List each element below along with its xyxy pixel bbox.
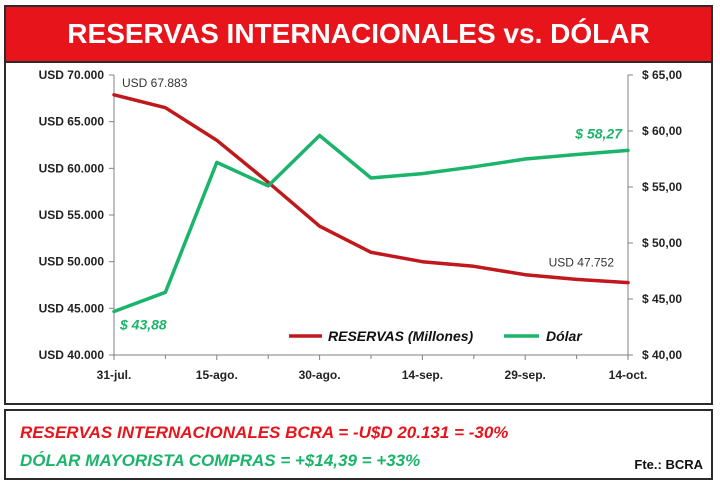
x-tick-label: 15-ago. [196, 368, 238, 382]
legend: RESERVAS (Millones) Dólar [289, 328, 583, 344]
right-tick-label: $ 60,00 [642, 124, 682, 138]
legend-label-dolar: Dólar [546, 328, 583, 344]
right-tick-label: $ 45,00 [642, 292, 682, 306]
right-tick-label: $ 40,00 [642, 348, 682, 362]
reservas-end-label: USD 47.752 [549, 256, 615, 270]
dolar-start-label: $ 43,88 [119, 317, 167, 333]
right-tick-label: $ 55,00 [642, 180, 682, 194]
chart-title: RESERVAS INTERNACIONALES vs. DÓLAR [67, 18, 650, 49]
series-lines [112, 93, 630, 314]
legend-label-reservas: RESERVAS (Millones) [328, 328, 474, 344]
left-tick-label: USD 60.000 [39, 161, 105, 175]
x-tick-label: 14-oct. [609, 368, 648, 382]
left-tick-label: USD 70.000 [39, 68, 105, 82]
dollar-summary: DÓLAR MAYORISTA COMPRAS = +$14,39 = +33% [20, 451, 421, 470]
left-tick-label: USD 65.000 [39, 115, 105, 129]
title-banner: RESERVAS INTERNACIONALES vs. DÓLAR [4, 5, 713, 63]
left-tick-label: USD 40.000 [39, 348, 105, 362]
left-tick-label: USD 55.000 [39, 208, 105, 222]
summary-box: RESERVAS INTERNACIONALES BCRA = -U$D 20.… [4, 409, 713, 480]
axes [109, 74, 633, 360]
tick-labels: USD 40.000 USD 45.000 USD 50.000 USD 55.000… [39, 68, 683, 382]
right-tick-label: $ 50,00 [642, 236, 682, 250]
annotations: USD 67.883 USD 47.752 $ 43,88 $ 58,27 [119, 76, 623, 333]
reservas-line [112, 93, 630, 285]
x-tick-label: 31-jul. [97, 368, 132, 382]
reservas-start-label: USD 67.883 [122, 76, 188, 90]
x-tick-label: 30-ago. [299, 368, 341, 382]
right-tick-label: $ 65,00 [642, 68, 682, 82]
x-tick-label: 29-sep. [505, 368, 546, 382]
dolar-line [112, 133, 630, 314]
dolar-end-label: $ 58,27 [574, 125, 623, 141]
chart-area: USD 40.000 USD 45.000 USD 50.000 USD 55.000… [4, 63, 713, 405]
source-note: Fte.: BCRA [634, 457, 703, 472]
line-chart: USD 40.000 USD 45.000 USD 50.000 USD 55.000… [39, 68, 683, 382]
x-tick-label: 14-sep. [402, 368, 443, 382]
left-tick-label: USD 50.000 [39, 255, 105, 269]
reserves-summary: RESERVAS INTERNACIONALES BCRA = -U$D 20.… [20, 423, 509, 442]
left-tick-label: USD 45.000 [39, 301, 105, 315]
